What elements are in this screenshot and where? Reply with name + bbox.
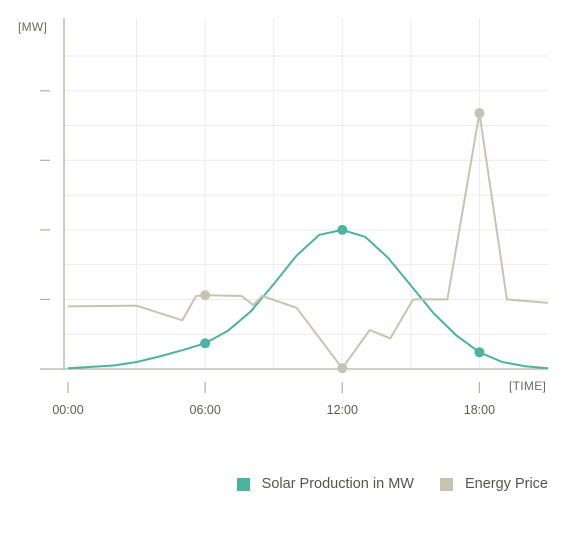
x-tick-labels: 00:00 06:00 12:00 18:00 <box>52 403 495 417</box>
series-lines <box>67 112 549 370</box>
data-point-solar <box>474 347 485 358</box>
legend-item-solar[interactable]: Solar Production in MW <box>236 476 414 492</box>
data-point-price <box>337 363 348 374</box>
data-markers <box>200 108 485 374</box>
legend: Solar Production in MW Energy Price <box>236 476 548 492</box>
x-tick-label: 00:00 <box>52 403 83 417</box>
legend-swatch-price <box>439 477 453 491</box>
x-axis-unit-label: [TIME] <box>509 379 546 393</box>
legend-swatch-solar <box>236 477 250 491</box>
series-line-price <box>67 112 549 370</box>
y-axis-unit-label: [MW] <box>18 20 47 34</box>
data-point-price <box>200 290 211 301</box>
legend-label-solar: Solar Production in MW <box>261 476 414 492</box>
grid-lines <box>64 18 548 369</box>
legend-item-price[interactable]: Energy Price <box>439 476 548 492</box>
x-tick-label: 12:00 <box>327 403 358 417</box>
x-tick-label: 18:00 <box>464 403 495 417</box>
legend-label-price: Energy Price <box>464 476 548 492</box>
axes <box>40 18 548 393</box>
x-tick-label: 06:00 <box>190 403 221 417</box>
series-line-solar <box>67 228 549 370</box>
data-point-solar <box>200 338 211 349</box>
data-point-price <box>474 108 485 119</box>
data-point-solar <box>337 224 348 235</box>
